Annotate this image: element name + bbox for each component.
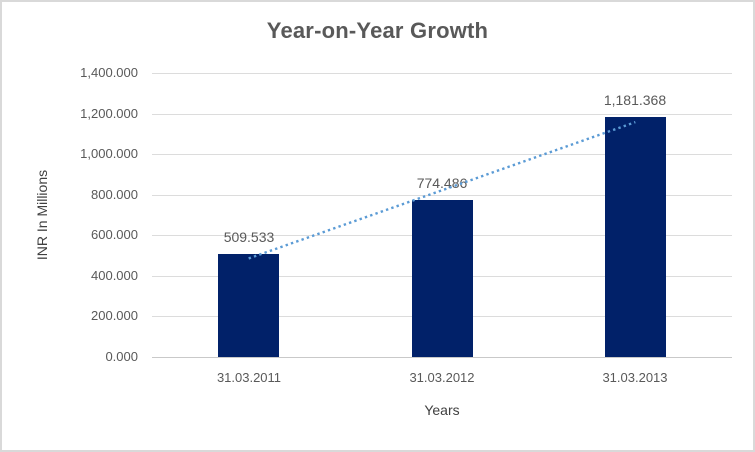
gridline (152, 114, 732, 115)
y-axis-tick-label: 1,000.000 (80, 146, 138, 161)
bar-value-label: 774.486 (416, 175, 468, 191)
x-axis-title: Years (424, 402, 460, 418)
x-axis-tick-label: 31.03.2013 (602, 370, 668, 385)
y-axis-tick-label: 1,400.000 (80, 65, 138, 80)
y-axis-tick-label: 200.000 (91, 308, 138, 323)
bar-value-label: 509.533 (223, 229, 275, 245)
x-axis-tick-label: 31.03.2012 (409, 370, 475, 385)
y-axis-tick-label: 1,200.000 (80, 106, 138, 121)
bar-value-label: 1,181.368 (603, 92, 667, 108)
gridline (152, 73, 732, 74)
y-axis-tick-label: 800.000 (91, 187, 138, 202)
bar (412, 200, 473, 357)
x-axis-line (152, 357, 732, 358)
y-axis-tick-label: 400.000 (91, 268, 138, 283)
bar (218, 254, 279, 357)
chart-title: Year-on-Year Growth (266, 18, 489, 43)
y-axis-title: INR In Millions (34, 169, 50, 261)
y-axis-tick-label: 600.000 (91, 227, 138, 242)
bar (605, 117, 666, 357)
x-axis-tick-label: 31.03.2011 (216, 370, 282, 385)
y-axis-tick-label: 0.000 (105, 349, 138, 364)
